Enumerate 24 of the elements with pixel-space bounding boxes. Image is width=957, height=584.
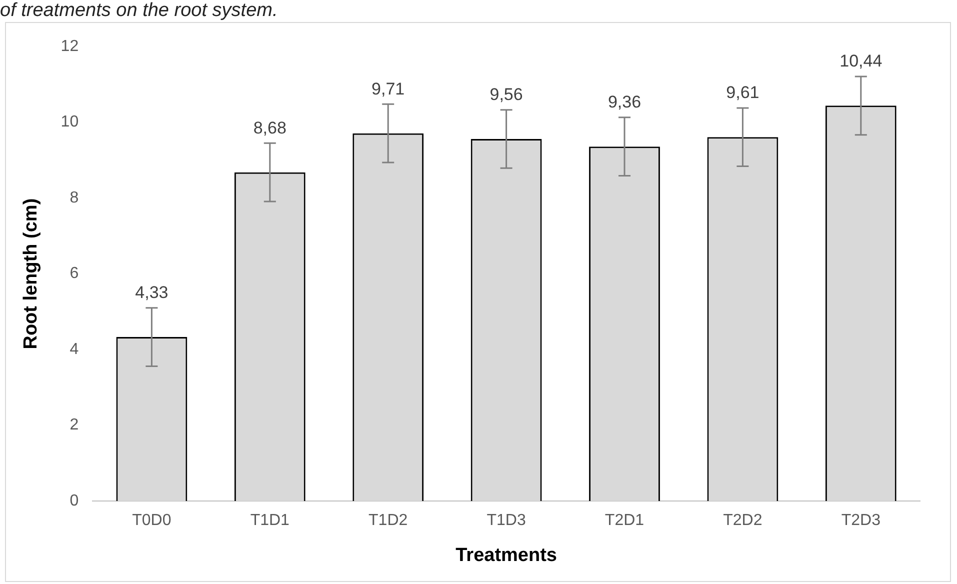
y-tick-label: 10: [60, 114, 79, 131]
text: of treatments on the root system.: [0, 0, 278, 22]
data-label: 8,68: [253, 118, 286, 138]
data-label: 9,61: [726, 83, 760, 102]
x-tick-label: T1D3: [486, 512, 526, 530]
y-tick-label: 2: [70, 416, 79, 434]
x-tick-label: T1D1: [250, 512, 290, 530]
x-axis-title: Treatments: [456, 544, 557, 566]
y-axis-title: Root length (cm): [20, 198, 42, 350]
y-tick-label: 0: [70, 492, 79, 510]
x-tick-label: T2D3: [841, 512, 881, 530]
x-tick-label: T1D2: [368, 512, 408, 530]
data-label: 9,71: [372, 79, 405, 98]
y-tick-label: 4: [70, 340, 79, 358]
y-tick-label: 6: [70, 265, 79, 282]
data-label: 4,33: [135, 283, 168, 302]
data-label: 10,44: [840, 52, 882, 71]
y-tick-label: 12: [60, 38, 79, 56]
data-label: 9,56: [490, 85, 523, 104]
x-tick-label: T0D0: [132, 512, 172, 530]
y-tick-label: 8: [70, 189, 79, 206]
x-tick-label: T2D1: [604, 512, 644, 530]
x-tick-label: T2D2: [723, 512, 762, 530]
data-label: 9,36: [608, 92, 642, 112]
